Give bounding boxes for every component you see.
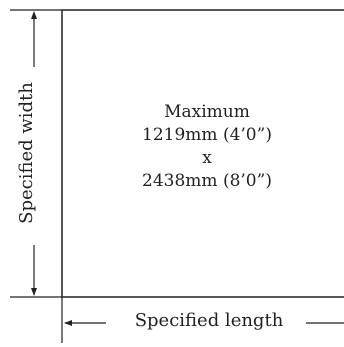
width-arrow-up [31, 11, 37, 67]
panel-size-length-value: 2438mm (8’0”) [142, 171, 272, 191]
specified-width-label: Specified width [16, 82, 37, 224]
length-arrow-left [64, 320, 106, 326]
panel-rectangle [61, 9, 344, 298]
panel-size-width-value: 1219mm (4’0”) [142, 125, 272, 145]
panel-size-text: Maximum 1219mm (4’0”) x 2438mm (8’0”) [112, 101, 302, 193]
width-arrow-down [31, 245, 37, 296]
panel-size-separator: x [202, 148, 212, 168]
specified-length-label: Specified length [134, 310, 284, 331]
panel-size-heading: Maximum [164, 102, 250, 122]
